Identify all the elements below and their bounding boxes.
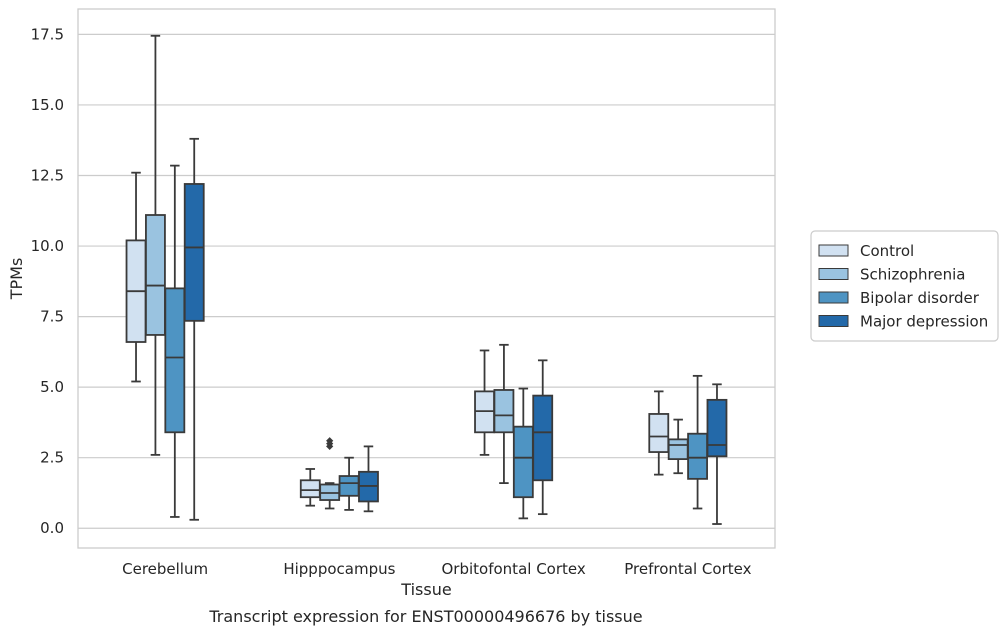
legend-item: Control xyxy=(818,242,914,260)
box-bipolar-disorder xyxy=(164,164,186,518)
box-iqr xyxy=(687,432,708,480)
legend-label: Schizophrenia xyxy=(860,266,965,284)
plot-frame xyxy=(77,8,776,549)
y-tick-label: 2.5 xyxy=(40,449,64,467)
box-bipolar-disorder xyxy=(512,387,534,520)
legend-swatch xyxy=(818,291,849,304)
box-major-depression xyxy=(532,359,554,516)
box-schizophrenia xyxy=(319,437,341,510)
box-major-depression xyxy=(183,137,205,521)
y-axis-label: TPMs xyxy=(7,258,26,301)
box-iqr xyxy=(648,413,670,453)
box-iqr xyxy=(706,398,728,458)
box-schizophrenia xyxy=(667,418,689,475)
legend-label: Bipolar disorder xyxy=(860,289,980,307)
box-bipolar-disorder xyxy=(687,374,708,510)
y-tick-label: 0.0 xyxy=(40,519,64,537)
legend-label: Control xyxy=(860,242,914,260)
y-tick-label: 10.0 xyxy=(31,237,64,255)
legend-swatch xyxy=(818,244,849,257)
box-bipolar-disorder xyxy=(338,456,360,511)
y-tick-label: 12.5 xyxy=(31,166,64,184)
legend-frame xyxy=(810,230,999,342)
box-iqr xyxy=(183,183,205,322)
legend-swatch xyxy=(818,315,849,327)
box-groups xyxy=(125,34,728,525)
box-schizophrenia xyxy=(493,343,515,484)
box-iqr xyxy=(667,438,689,461)
chart-caption: Transcript expression for ENST0000049667… xyxy=(208,607,642,626)
box-iqr xyxy=(164,287,186,434)
legend: Control Schizophrenia Bipolar disorder Majo… xyxy=(810,230,999,342)
box-schizophrenia xyxy=(145,34,166,456)
legend-swatch xyxy=(818,268,849,280)
box-iqr xyxy=(532,394,554,482)
x-tick-label: Cerebellum xyxy=(122,560,208,578)
y-tick-label: 5.0 xyxy=(40,378,64,396)
y-tick-label: 7.5 xyxy=(40,308,64,326)
y-axis-ticks: 0.0 2.5 5.0 7.5 10.0 12.5 15.0 17.5 xyxy=(31,25,64,537)
box-iqr xyxy=(338,475,360,497)
box-major-depression xyxy=(358,445,379,513)
box-control xyxy=(648,390,670,476)
x-tick-label: Prefrontal Cortex xyxy=(624,560,751,578)
legend-item: Major depression xyxy=(818,313,988,331)
legend-label: Major depression xyxy=(860,313,988,331)
box-control xyxy=(125,171,147,383)
box-control xyxy=(299,468,321,507)
x-tick-label: Orbitofontal Cortex xyxy=(442,560,586,578)
y-tick-label: 15.0 xyxy=(31,96,64,114)
box-iqr xyxy=(512,425,534,499)
y-tick-label: 17.5 xyxy=(31,25,64,43)
box-major-depression xyxy=(706,383,728,525)
x-axis-ticks: Cerebellum Hipppocampus Orbitofontal Corte… xyxy=(122,560,751,578)
x-axis-label: Tissue xyxy=(400,580,451,599)
box-iqr xyxy=(299,479,321,499)
x-tick-label: Hipppocampus xyxy=(283,560,395,578)
box-iqr xyxy=(493,389,515,434)
legend-item: Bipolar disorder xyxy=(818,289,980,307)
outlier-point xyxy=(326,437,334,445)
box-iqr xyxy=(145,214,166,336)
legend-item: Schizophrenia xyxy=(818,266,965,284)
box-control xyxy=(474,349,495,456)
